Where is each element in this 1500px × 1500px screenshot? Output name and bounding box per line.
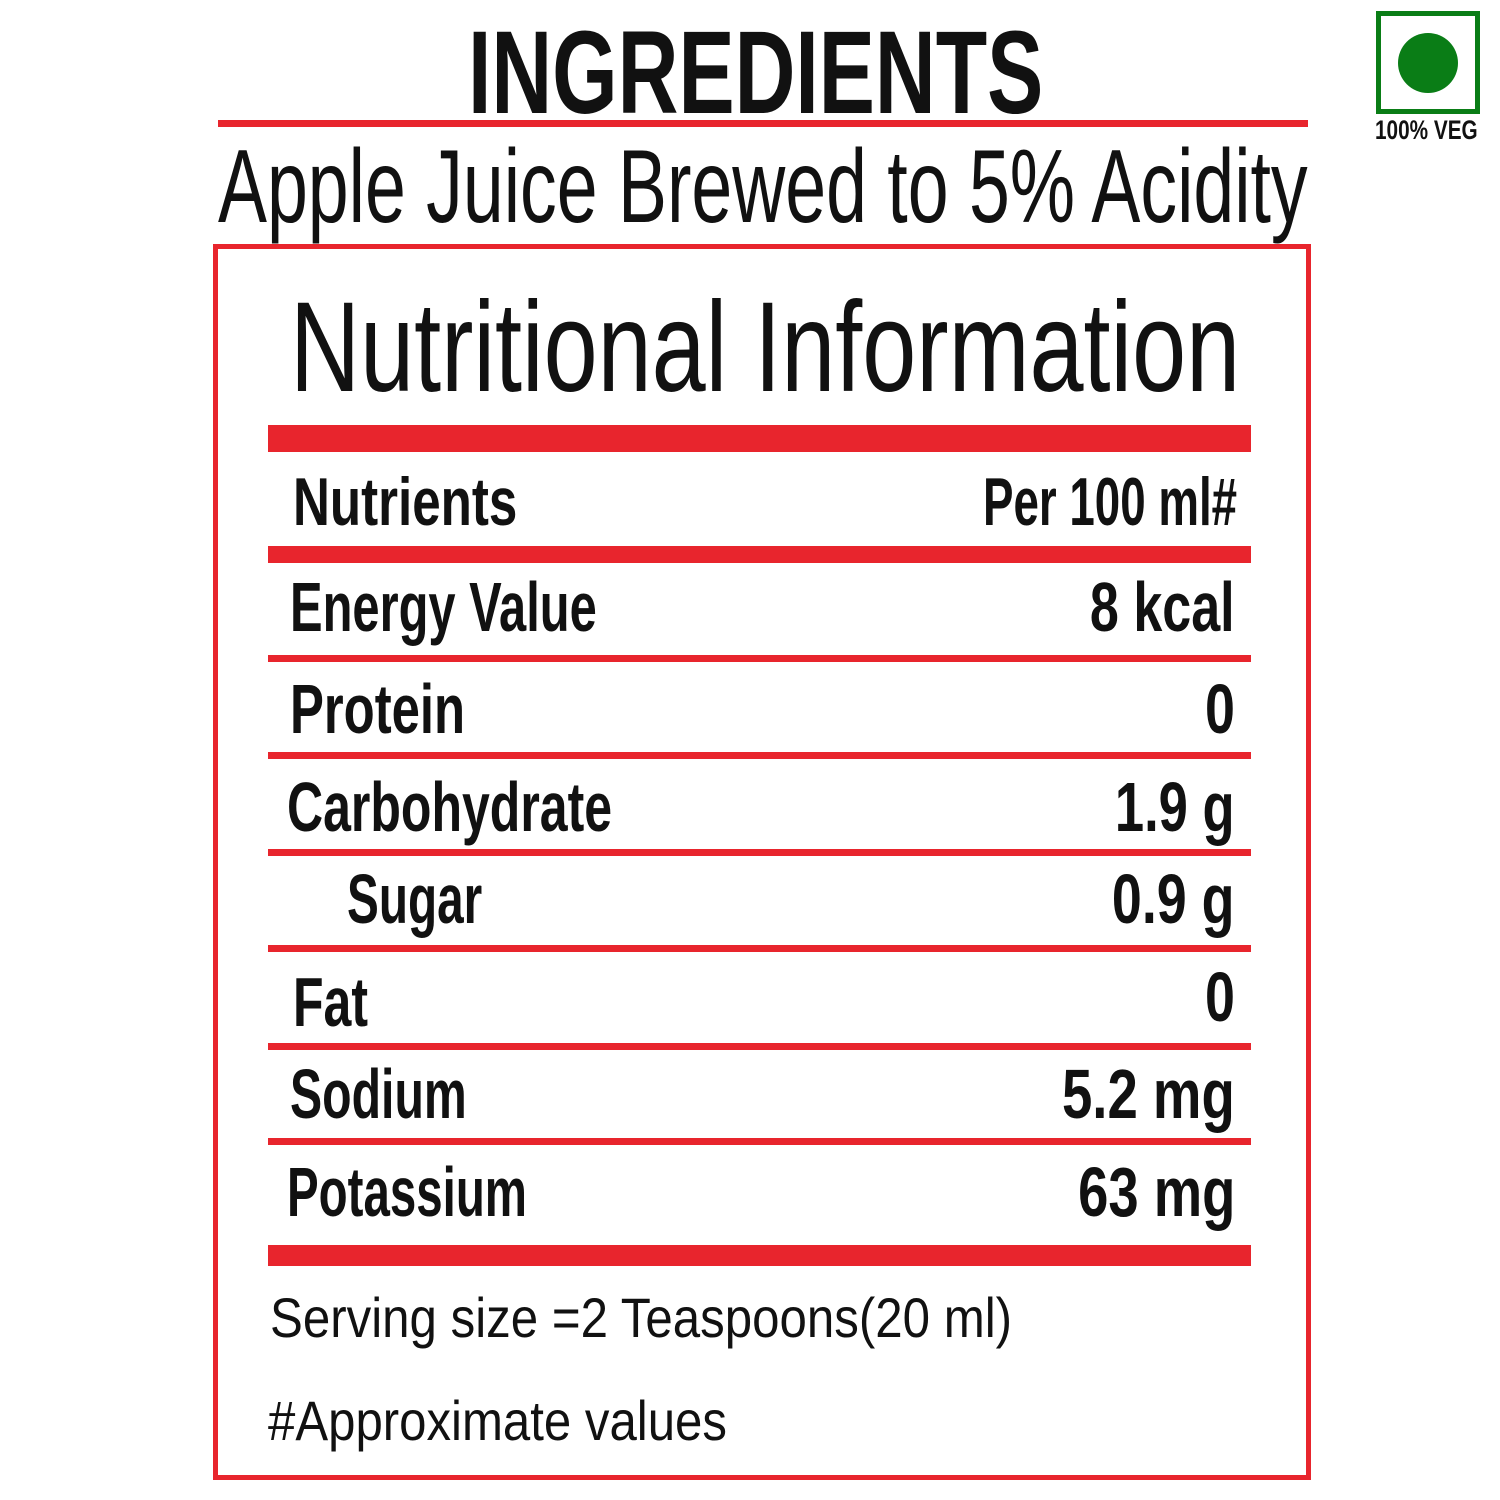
divider (268, 945, 1251, 952)
nutrient-name: Carbohydrate (287, 768, 613, 846)
ingredients-text: Apple Juice Brewed to 5% Acidity (218, 129, 1308, 245)
veg-label: 100% VEG (1375, 115, 1478, 145)
divider-thick (268, 425, 1251, 452)
nutrient-value: 8 kcal (1090, 568, 1235, 646)
nutrient-value: 0 (1205, 958, 1235, 1036)
divider-thick (268, 1245, 1251, 1266)
nutrient-name: Potassium (287, 1153, 527, 1231)
divider (268, 849, 1251, 856)
title-divider (218, 120, 1308, 127)
nutrient-name: Fat (293, 963, 368, 1041)
approximate-note: #Approximate values (268, 1389, 727, 1452)
nutrient-value: 0 (1205, 670, 1235, 748)
veg-symbol-icon (1376, 11, 1480, 114)
nutrient-value: 5.2 mg (1062, 1055, 1235, 1133)
panel-title: Nutritional Information (290, 276, 1241, 419)
nutrient-value: 63 mg (1077, 1153, 1235, 1231)
nutrient-value: 0.9 g (1112, 860, 1235, 938)
divider (268, 1043, 1251, 1050)
nutrient-name: Protein (290, 670, 466, 748)
column-header-nutrients: Nutrients (293, 464, 518, 540)
serving-size: Serving size =2 Teaspoons(20 ml) (270, 1286, 1013, 1349)
ingredients-title: INGREDIENTS (468, 7, 1044, 139)
nutrient-name: Sugar (347, 860, 483, 938)
nutrient-name: Energy Value (290, 568, 597, 646)
nutrient-value: 1.9 g (1115, 768, 1235, 846)
divider (268, 752, 1251, 759)
nutrient-name: Sodium (290, 1055, 467, 1133)
nutrition-panel (213, 244, 1311, 1480)
divider (268, 655, 1251, 662)
divider (268, 546, 1251, 563)
column-header-per-100ml: Per 100 ml# (982, 464, 1237, 540)
divider (268, 1138, 1251, 1145)
